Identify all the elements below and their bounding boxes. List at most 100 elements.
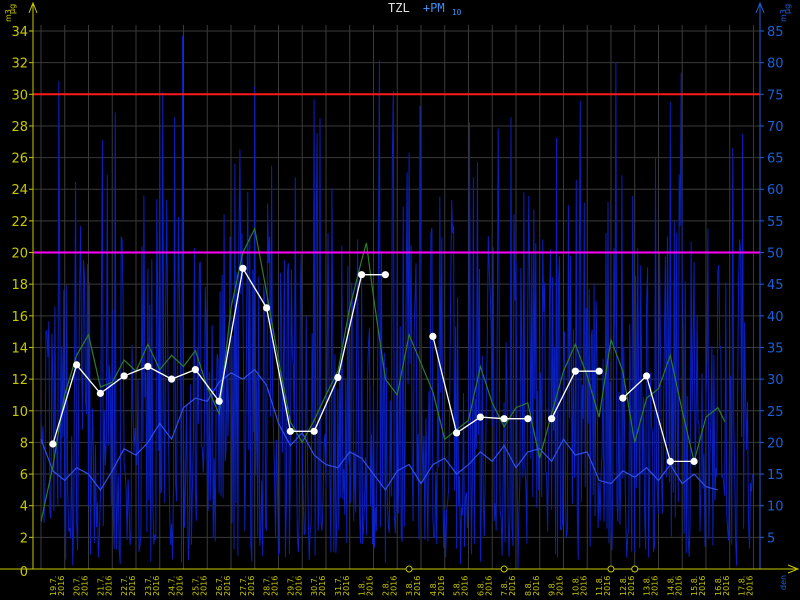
x-tick-label: 15.8. xyxy=(690,576,699,596)
x-tick-label: 24.7. xyxy=(168,576,177,596)
x-tick-year: 2016 xyxy=(294,576,303,596)
left-tick-label: 8 xyxy=(20,436,28,451)
x-tick-year: 2016 xyxy=(199,576,208,596)
x-tick-year: 2016 xyxy=(746,576,755,596)
left-tick-label: 20 xyxy=(11,247,28,262)
x-tick-label: 16.8. xyxy=(714,576,723,596)
x-tick-label: 6.8. xyxy=(476,581,485,596)
x-axis-ticks: 19.7. 2016 20.7. 2016 21.7. 2016 22.7. 2016 23.7… xyxy=(49,576,755,596)
x-tick-year: 2016 xyxy=(342,576,351,596)
left-tick-label: 26 xyxy=(11,152,28,167)
tzl-daily-point xyxy=(263,304,271,312)
x-tick-year: 2016 xyxy=(104,576,113,596)
tzl-daily-point xyxy=(120,372,128,380)
tzl-daily-point xyxy=(381,271,389,279)
chart-title: TZL +PM 10 xyxy=(388,1,462,17)
x-tick-year: 2016 xyxy=(366,576,375,596)
x-tick-label: 3.8. xyxy=(405,581,414,596)
tzl-daily-point xyxy=(191,366,199,374)
left-unit-bottom: m3 xyxy=(4,9,13,22)
x-tick-label: 17.8. xyxy=(738,576,747,596)
x-tick-label: 12.8. xyxy=(619,576,628,596)
left-tick-label: 6 xyxy=(20,468,28,483)
x-tick-label: 31.7. xyxy=(334,576,343,596)
x-tick-label: 1.8. xyxy=(358,581,367,596)
x-tick-year: 2016 xyxy=(81,576,90,596)
right-tick-label: 5 xyxy=(767,531,775,546)
zero-marker xyxy=(500,565,508,573)
tzl-daily-point xyxy=(500,415,508,423)
tzl-daily-point xyxy=(642,372,651,380)
tzl-daily-point xyxy=(239,264,247,272)
x-tick-year: 2016 xyxy=(484,576,493,596)
x-tick-label: 8.8. xyxy=(524,581,533,596)
x-tick-label: 4.8. xyxy=(429,581,438,596)
left-tick-label: 18 xyxy=(11,278,28,293)
left-tick-label: 24 xyxy=(11,183,28,198)
x-tick-year: 2016 xyxy=(223,576,232,596)
markers xyxy=(405,565,639,573)
x-tick-year: 2016 xyxy=(722,576,731,596)
tzl-moving-average-line xyxy=(40,226,726,522)
x-tick-label: 28.7. xyxy=(263,576,272,596)
right-tick-label: 55 xyxy=(767,215,784,230)
left-tick-label: 30 xyxy=(11,88,28,103)
right-tick-label: 35 xyxy=(767,341,784,356)
left-tick-label: 10 xyxy=(11,405,28,420)
x-tick-label: 7.8. xyxy=(500,581,509,596)
tzl-daily-point xyxy=(358,271,366,279)
x-tick-year: 2016 xyxy=(461,576,470,596)
right-tick-label: 30 xyxy=(767,373,784,388)
left-tick-label: 22 xyxy=(11,215,28,230)
x-tick-label: 29.7. xyxy=(286,576,295,596)
x-tick-year: 2016 xyxy=(651,576,660,596)
left-tick-label: 34 xyxy=(11,25,28,40)
tzl-daily-point xyxy=(571,367,579,375)
right-unit-top: μg xyxy=(783,4,792,14)
x-tick-year: 2016 xyxy=(627,576,636,596)
x-tick-year: 2016 xyxy=(176,576,185,596)
left-tick-label: 4 xyxy=(20,500,28,515)
x-tick-year: 2016 xyxy=(532,576,541,596)
x-tick-label: 2.8. xyxy=(381,581,390,596)
tzl-daily-point xyxy=(666,457,674,465)
x-tick-label: 22.7. xyxy=(120,576,129,596)
left-tick-label: 32 xyxy=(11,57,28,72)
x-tick-label: 9.8. xyxy=(548,581,557,596)
x-tick-label: 23.7. xyxy=(144,576,153,596)
x-tick-year: 2016 xyxy=(152,576,161,596)
tzl-daily-point xyxy=(453,429,461,437)
zero-marker xyxy=(631,565,639,573)
series-layer xyxy=(40,35,753,569)
right-unit-bottom: m3 xyxy=(779,9,788,22)
x-tick-year: 2016 xyxy=(128,576,137,596)
x-tick-year: 2016 xyxy=(271,576,280,596)
right-tick-label: 10 xyxy=(767,500,784,515)
x-tick-label: 26.7. xyxy=(215,576,224,596)
tzl-daily-point xyxy=(429,332,437,340)
pm10-hourly-line xyxy=(40,35,753,569)
x-tick-label: 19.7. xyxy=(49,576,58,596)
x-tick-year: 2016 xyxy=(698,576,707,596)
x-tick-label: 27.7. xyxy=(239,576,248,596)
right-tick-label: 85 xyxy=(767,25,784,40)
right-tick-label: 80 xyxy=(767,57,784,72)
limit-lines xyxy=(33,93,760,254)
right-tick-label: 25 xyxy=(767,405,784,420)
right-tick-label: 45 xyxy=(767,278,784,293)
tzl-daily-point xyxy=(73,361,81,369)
tzl-daily-point xyxy=(144,362,152,371)
left-tick-label: 2 xyxy=(20,531,28,546)
right-tick-label: 75 xyxy=(767,88,784,103)
tzl-daily-point xyxy=(476,413,484,421)
title-main: TZL xyxy=(388,1,410,15)
zero-marker xyxy=(607,565,615,573)
right-tick-label: 15 xyxy=(767,468,784,483)
tzl-daily-line xyxy=(622,374,695,463)
left-tick-label: 16 xyxy=(11,310,28,325)
title-secondary: +PM xyxy=(423,1,445,15)
x-tick-label: 20.7. xyxy=(73,576,82,596)
left-axis-arrow xyxy=(28,1,38,14)
